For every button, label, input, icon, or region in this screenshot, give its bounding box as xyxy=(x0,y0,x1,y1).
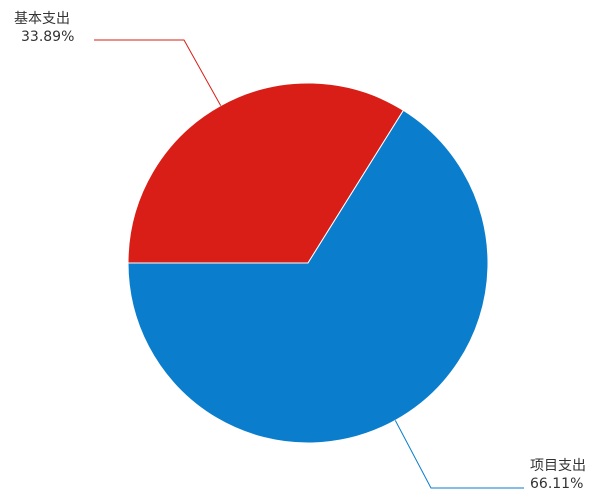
leader-line-0 xyxy=(94,39,222,106)
pie-slice-0[interactable] xyxy=(127,82,405,264)
slice-label-name-basic: 基本支出 xyxy=(14,10,70,27)
leader-line-1 xyxy=(394,420,524,489)
pie-slices xyxy=(127,82,489,444)
slice-label-percent-basic: 33.89% xyxy=(21,29,74,45)
pie-slice-1[interactable] xyxy=(127,109,489,444)
leader-lines xyxy=(94,39,524,489)
slice-label-name-project: 项目支出 xyxy=(530,458,586,474)
slice-label-percent-project: 66.11% xyxy=(530,476,583,492)
